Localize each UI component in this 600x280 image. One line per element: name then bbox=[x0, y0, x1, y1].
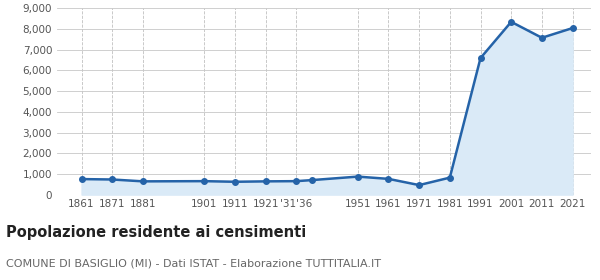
Text: Popolazione residente ai censimenti: Popolazione residente ai censimenti bbox=[6, 225, 306, 241]
Text: COMUNE DI BASIGLIO (MI) - Dati ISTAT - Elaborazione TUTTITALIA.IT: COMUNE DI BASIGLIO (MI) - Dati ISTAT - E… bbox=[6, 259, 381, 269]
